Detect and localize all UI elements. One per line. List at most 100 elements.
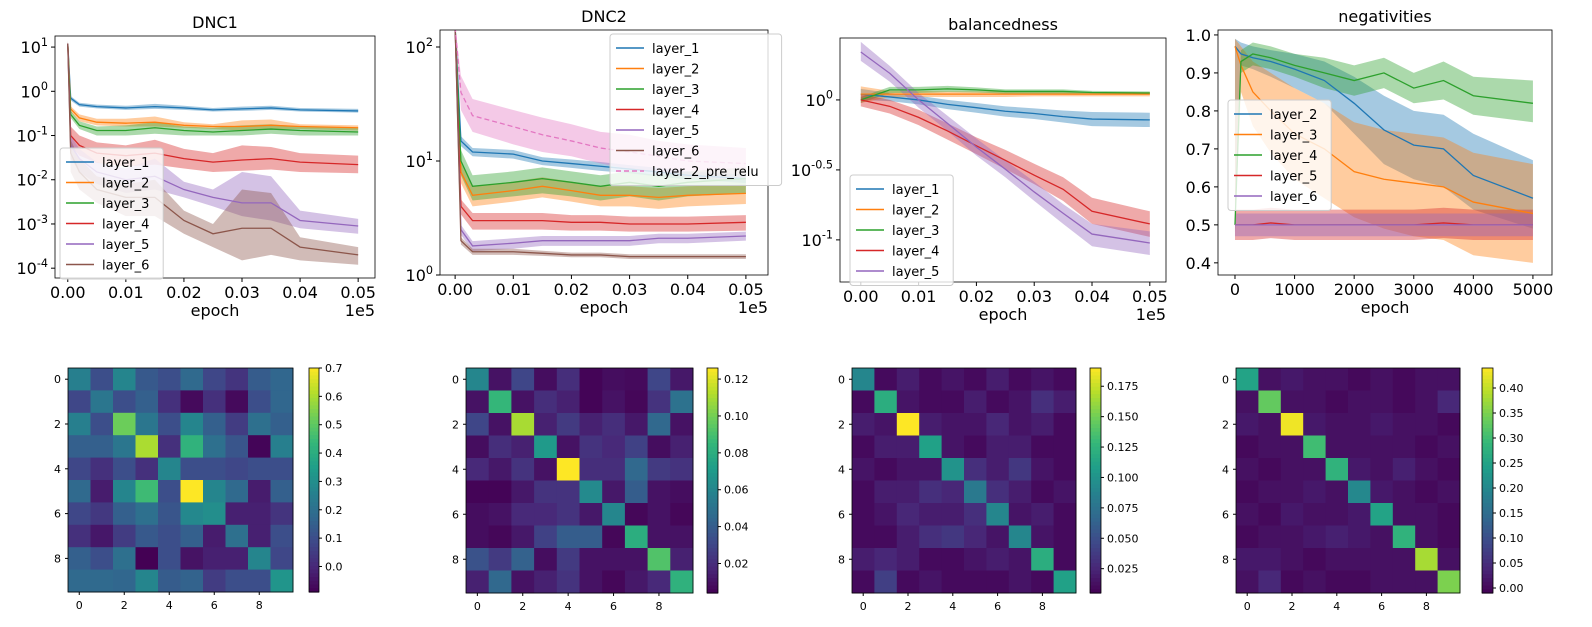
heatmap-cell [68,524,91,548]
colorbar-segment [1482,394,1493,399]
heatmap-cell [1236,525,1259,549]
colorbar-segment [707,409,718,414]
heatmap-cell [670,503,694,526]
colorbar-segment [309,517,319,522]
x-tick-label: 4 [949,600,956,613]
colorbar-tick-label: 0.04 [724,521,749,534]
heatmap-cell [602,458,626,481]
heatmap-cell [466,435,490,459]
colorbar-tick-label: 0.25 [1499,457,1524,470]
heatmap-cell [670,548,694,571]
heatmap-cell [511,390,535,414]
colorbar-segment [309,409,319,414]
heatmap-cell [1348,570,1371,594]
colorbar-segment [309,431,319,436]
heatmap-cell [1258,503,1282,526]
colorbar-segment [1090,401,1101,407]
colorbar-segment [707,514,718,519]
heatmap-cell [180,412,204,436]
colorbar-segment [1090,540,1101,545]
x-tick-label: 2 [1289,600,1296,613]
heatmap-cell [68,569,91,593]
heatmap-cell [986,390,1010,414]
colorbar-segment [1090,473,1101,478]
legend-frame [609,33,783,186]
heatmap-cell [647,548,671,571]
x-tick-label: 0 [1230,280,1240,299]
colorbar-segment [1090,559,1101,564]
plot-area [1234,38,1534,263]
colorbar-segment [309,375,319,380]
colorbar-tick-label: 0.30 [1499,432,1524,445]
colorbar-segment [1090,443,1101,448]
colorbar-segment [707,401,718,407]
colorbar-segment [1482,544,1493,549]
heatmap-cell [986,480,1010,504]
colorbar-segment [309,550,319,556]
heatmap-cell [852,435,875,459]
colorbar-tick-label: 0.050 [1107,532,1139,545]
legend: layer_1 layer_2 layer_3 layer_4 layer_5 [849,174,954,286]
heatmap-cell [135,457,159,481]
heatmap-cell [270,435,294,459]
colorbar-tick-label: 0.15 [1499,507,1524,520]
heatmap-cell [647,413,671,436]
legend-entry: layer_6 [1270,190,1317,205]
heatmap-cell [579,435,603,459]
colorbar: 0.025 0.050 0.075 0.100 0.125 0.150 0.175 [1089,367,1139,594]
y-tick-label: 1.0 [1186,26,1211,45]
colorbar-segment [309,577,319,582]
heatmap-cell [1236,435,1259,459]
heatmap-cell [488,390,512,414]
colorbar-segment [1090,454,1101,459]
heatmap-cell [135,480,159,503]
heatmap-cell [1303,390,1327,414]
x-tick-label: 0.04 [1074,287,1110,306]
heatmap-cell [1053,458,1077,481]
heatmap-cell [1370,570,1394,594]
heatmap-cell [1415,503,1439,526]
band-layer_5 [860,41,1150,255]
heatmap-cell [1236,548,1259,571]
y-tick-label: 6 [452,508,459,521]
band-layer_4 [860,94,1150,237]
heatmap-cell [158,569,181,593]
y-tick-label: 10-1 [801,229,833,250]
heatmap-cell [248,547,271,571]
colorbar-segment [1090,563,1101,568]
colorbar-segment [707,525,718,530]
heatmap-cell [986,548,1010,571]
colorbar-segment [707,394,718,399]
heatmap-cell [1031,548,1055,571]
heatmap-cell [964,480,987,504]
colorbar-segment [309,494,319,500]
band-layer_4 [1234,42,1533,233]
heatmap-cell [1370,435,1394,459]
colorbar-tick-label: 0.075 [1107,502,1139,515]
heatmap-cell [135,502,159,526]
heatmap-cell [579,458,603,481]
colorbar-segment [1090,525,1101,530]
heatmap-cell [225,390,249,414]
y-tick-label: 0.7 [1186,140,1211,159]
heatmap-cell [1258,458,1282,481]
colorbar-segment [707,439,718,444]
colorbar-segment [309,416,319,421]
x-tick-label: 0.05 [728,280,764,299]
heatmap-cell [919,390,943,414]
colorbar-segment [309,491,319,496]
colorbar-segment [1090,503,1101,508]
colorbar-segment [707,581,718,587]
heatmap-cell [1303,368,1327,391]
heatmap-cell [986,413,1010,436]
heatmap-cell [135,524,159,548]
y-tick-label: 0.4 [1186,254,1211,273]
colorbar-segment [1090,431,1101,437]
heatmap-cell [602,435,626,459]
heatmap-cell [158,480,181,503]
colorbar-segment [707,420,718,425]
heatmap-cell [158,390,181,414]
heatmap-cell [624,570,649,594]
heatmap-cell [941,413,965,436]
colorbar-segment [1482,551,1493,557]
